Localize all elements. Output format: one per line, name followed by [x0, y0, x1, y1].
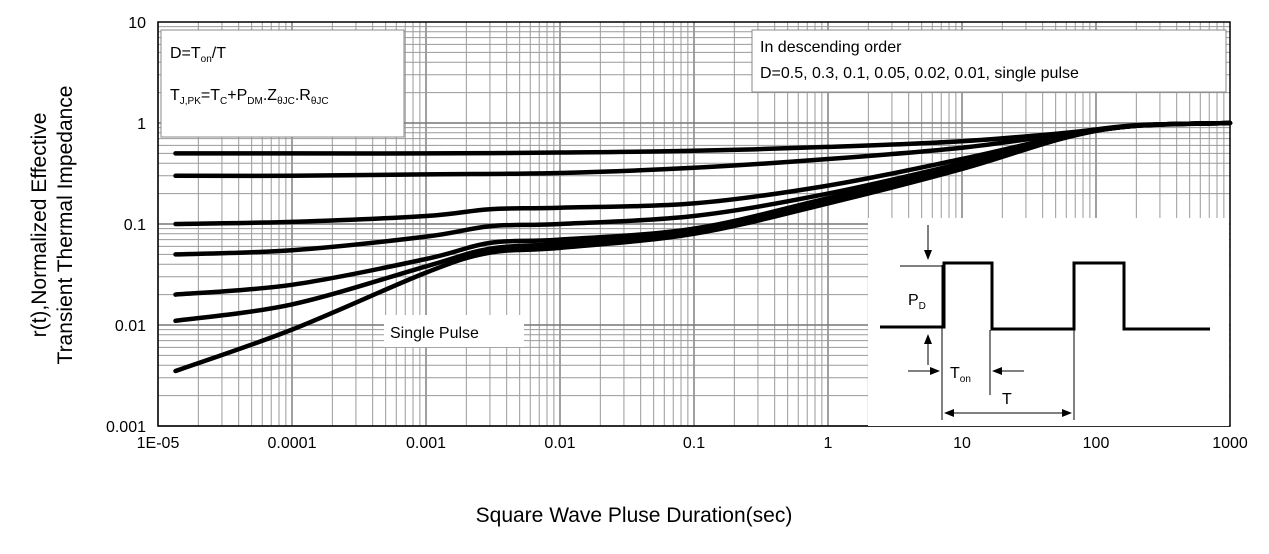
x-tick-labels: 1E-05 0.0001 0.001 0.01 0.1 1 10 100 1000 [137, 435, 1248, 452]
x-tick-label: 0.0001 [268, 435, 317, 452]
pd-label: PD [908, 292, 926, 312]
y-axis-title-line2: Transient Thermal Impedance [54, 86, 77, 365]
y-tick-label: 0.001 [106, 419, 146, 436]
x-axis-title: Square Wave Pluse Duration(sec) [476, 504, 793, 527]
x-tick-label: 0.01 [544, 435, 575, 452]
x-tick-label: 0.001 [406, 435, 446, 452]
tj-formula: TJ,PK=TC+PDM.ZθJC.RθJC [170, 87, 329, 107]
x-tick-label: 10 [953, 435, 971, 452]
ton-label: Ton [950, 365, 971, 385]
order-legend-box: In descending order D=0.5, 0.3, 0.1, 0.0… [751, 29, 1227, 93]
x-tick-label: 0.1 [683, 435, 705, 452]
y-tick-label: 1 [137, 116, 146, 133]
x-tick-label: 100 [1083, 435, 1110, 452]
x-tick-label: 1E-05 [137, 435, 180, 452]
plot-frame [157, 21, 1231, 427]
single-pulse-label-box: Single Pulse [384, 315, 524, 347]
order-legend-values: D=0.5, 0.3, 0.1, 0.05, 0.02, 0.01, singl… [760, 65, 1079, 82]
y-tick-labels: 0.001 0.01 0.1 1 10 [106, 15, 146, 436]
order-legend-title: In descending order [760, 39, 902, 56]
y-tick-label: 10 [128, 15, 146, 32]
y-axis-title-line1: r(t),Normalized Effective [28, 113, 51, 338]
impedance-curves [173, 120, 1233, 374]
x-tick-label: 1000 [1212, 435, 1248, 452]
duty-formula: D=Ton/T [170, 45, 226, 65]
pulse-waveform [880, 261, 1210, 331]
formula-box: D=Ton/T TJ,PK=TC+PDM.ZθJC.RθJC [160, 29, 405, 138]
impedance-curve-6 [173, 120, 1233, 374]
pulse-waveform-inset: PD Ton T [868, 218, 1229, 426]
y-tick-label: 0.1 [124, 217, 146, 234]
single-pulse-label: Single Pulse [390, 325, 479, 342]
t-period-label: T [1002, 391, 1012, 408]
y-tick-label: 0.01 [115, 318, 146, 335]
x-tick-label: 1 [824, 435, 833, 452]
